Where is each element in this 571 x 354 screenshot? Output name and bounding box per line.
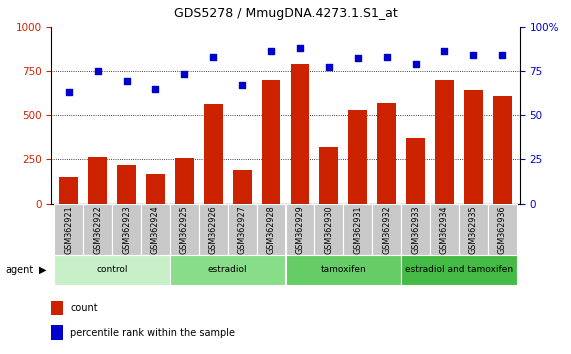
Bar bbox=[372, 204, 401, 255]
Text: GSM362933: GSM362933 bbox=[411, 205, 420, 253]
Text: agent: agent bbox=[6, 265, 34, 275]
Point bbox=[180, 72, 189, 77]
Bar bbox=[146, 175, 165, 204]
Bar bbox=[112, 204, 141, 255]
Text: GSM362935: GSM362935 bbox=[469, 205, 478, 254]
Text: percentile rank within the sample: percentile rank within the sample bbox=[70, 328, 235, 338]
Point bbox=[238, 82, 247, 88]
Point bbox=[498, 52, 507, 58]
Point bbox=[382, 54, 391, 59]
Bar bbox=[348, 110, 367, 204]
Bar bbox=[430, 204, 459, 255]
Text: GSM362934: GSM362934 bbox=[440, 205, 449, 253]
Point bbox=[122, 79, 131, 84]
Bar bbox=[262, 80, 280, 204]
Point bbox=[324, 64, 333, 70]
Bar bbox=[401, 255, 517, 285]
Text: GSM362923: GSM362923 bbox=[122, 205, 131, 254]
Bar bbox=[204, 104, 223, 204]
Bar bbox=[291, 64, 309, 204]
Text: ▶: ▶ bbox=[39, 265, 47, 275]
Bar bbox=[170, 204, 199, 255]
Bar bbox=[54, 204, 83, 255]
Point bbox=[151, 86, 160, 91]
Point bbox=[469, 52, 478, 58]
Bar bbox=[89, 156, 107, 204]
Bar bbox=[83, 204, 112, 255]
Bar bbox=[319, 147, 338, 204]
Bar bbox=[464, 90, 482, 204]
Text: control: control bbox=[96, 266, 128, 274]
Bar bbox=[343, 204, 372, 255]
Text: GSM362929: GSM362929 bbox=[295, 205, 304, 254]
Text: GSM362922: GSM362922 bbox=[93, 205, 102, 254]
Bar bbox=[459, 204, 488, 255]
Text: GSM362931: GSM362931 bbox=[353, 205, 362, 253]
Point bbox=[440, 48, 449, 54]
Text: GSM362936: GSM362936 bbox=[498, 205, 507, 253]
Text: GSM362926: GSM362926 bbox=[209, 205, 218, 254]
Bar bbox=[286, 204, 315, 255]
Point bbox=[267, 48, 276, 54]
Bar bbox=[117, 166, 136, 204]
Bar bbox=[401, 204, 430, 255]
Text: count: count bbox=[70, 303, 98, 313]
Bar bbox=[488, 204, 517, 255]
Text: GSM362928: GSM362928 bbox=[267, 205, 276, 254]
Point bbox=[93, 68, 102, 74]
Point bbox=[353, 56, 363, 61]
Text: estradiol: estradiol bbox=[208, 266, 247, 274]
Bar bbox=[233, 170, 252, 204]
Bar bbox=[175, 158, 194, 204]
Bar bbox=[141, 204, 170, 255]
Point bbox=[295, 45, 304, 51]
Bar bbox=[199, 204, 228, 255]
Bar bbox=[435, 80, 454, 204]
Bar bbox=[286, 255, 401, 285]
Text: estradiol and tamoxifen: estradiol and tamoxifen bbox=[405, 266, 513, 274]
Bar bbox=[51, 301, 63, 315]
Text: GSM362930: GSM362930 bbox=[324, 205, 333, 253]
Point bbox=[208, 54, 218, 59]
Text: GSM362925: GSM362925 bbox=[180, 205, 189, 254]
Bar bbox=[377, 103, 396, 204]
Bar bbox=[170, 255, 286, 285]
Bar bbox=[228, 204, 256, 255]
Text: GSM362921: GSM362921 bbox=[64, 205, 73, 254]
Bar bbox=[54, 255, 170, 285]
Bar bbox=[51, 325, 63, 340]
Point bbox=[411, 61, 420, 67]
Bar bbox=[256, 204, 286, 255]
Point bbox=[64, 89, 73, 95]
Text: GSM362927: GSM362927 bbox=[238, 205, 247, 254]
Text: GDS5278 / MmugDNA.4273.1.S1_at: GDS5278 / MmugDNA.4273.1.S1_at bbox=[174, 7, 397, 20]
Text: tamoxifen: tamoxifen bbox=[320, 266, 366, 274]
Bar bbox=[493, 96, 512, 204]
Text: GSM362932: GSM362932 bbox=[382, 205, 391, 254]
Bar bbox=[59, 177, 78, 204]
Bar bbox=[315, 204, 343, 255]
Text: GSM362924: GSM362924 bbox=[151, 205, 160, 254]
Bar bbox=[406, 138, 425, 204]
